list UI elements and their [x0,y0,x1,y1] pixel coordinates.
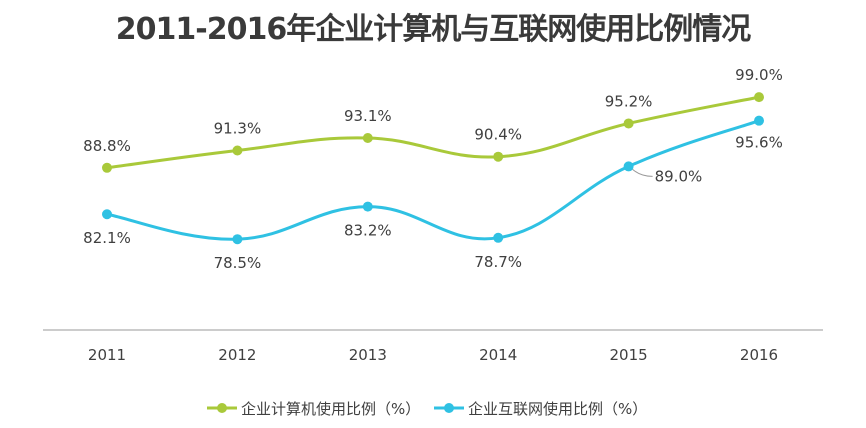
data-point [623,161,634,172]
data-point [232,234,243,245]
data-point [362,132,373,143]
legend-label: 企业互联网使用比例（%） [468,400,647,418]
data-label: 83.2% [344,222,392,240]
data-label: 91.3% [214,119,262,137]
series-line [106,95,760,170]
data-point [493,151,504,162]
data-label: 89.0% [655,167,703,185]
data-label: 90.4% [474,126,522,144]
legend-label: 企业计算机使用比例（%） [241,400,420,418]
x-tick-label: 2012 [218,346,256,364]
data-label: 99.0% [735,66,783,84]
x-tick-label: 2011 [88,346,126,364]
x-tick-label: 2013 [349,346,387,364]
data-point [623,118,634,129]
x-tick-label: 2016 [740,346,778,364]
data-label: 93.1% [344,107,392,125]
data-point [754,92,764,103]
legend-marker [217,403,227,413]
data-point [102,209,112,220]
data-label: 78.7% [474,253,522,271]
leader-line [632,169,653,177]
x-tick-label: 2014 [479,346,517,364]
data-label: 88.8% [83,137,131,155]
data-point [232,145,243,156]
data-point [493,232,504,243]
legend-marker [444,403,454,413]
data-point [102,162,112,173]
data-label: 82.1% [83,229,131,247]
series-line [106,119,760,241]
data-label: 95.2% [605,92,653,110]
chart-title: 2011-2016年企业计算机与互联网使用比例情况 [115,12,751,47]
data-label: 95.6% [735,134,783,152]
data-label: 78.5% [214,254,262,272]
data-point [362,201,373,212]
data-point [754,115,764,126]
x-tick-label: 2015 [610,346,648,364]
